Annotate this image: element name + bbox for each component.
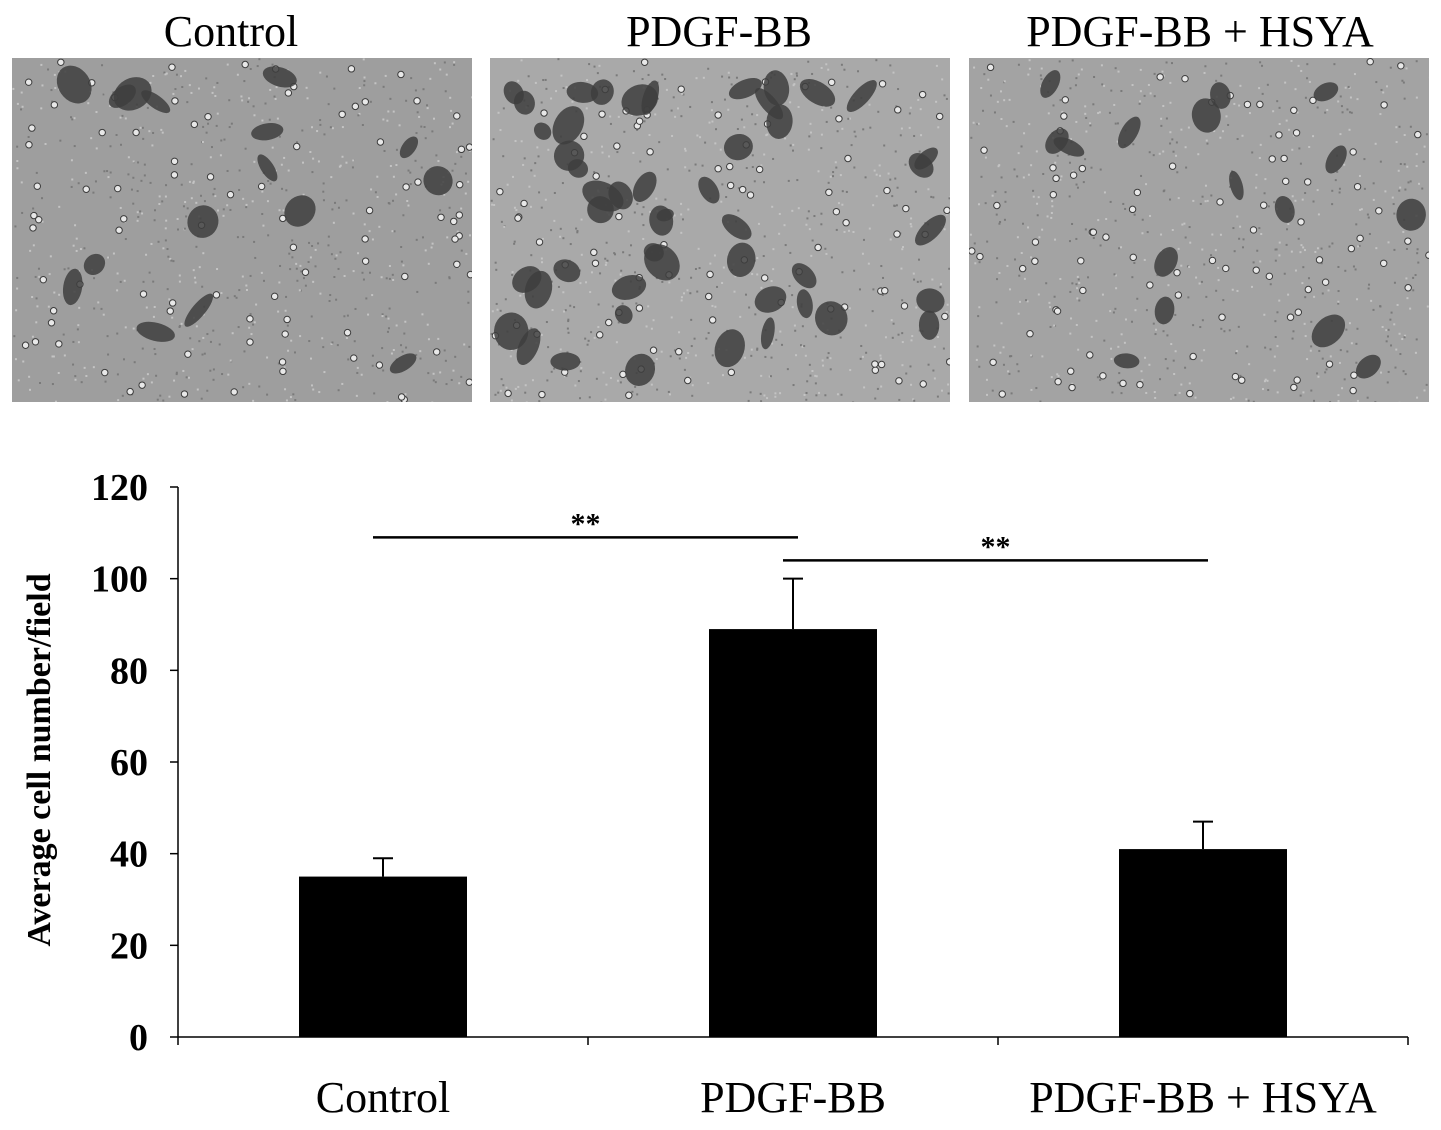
cell-blob xyxy=(1117,116,1141,149)
cell-blob xyxy=(56,65,92,104)
cell-blob xyxy=(566,81,599,103)
cell-blob xyxy=(1154,296,1175,325)
y-tick-label: 80 xyxy=(110,650,148,692)
cell-blob xyxy=(614,305,633,324)
panel-title-pdgf-hsya: PDGF-BB + HSYA xyxy=(1026,7,1374,56)
cell-blob xyxy=(1229,170,1244,201)
cell-blob xyxy=(1045,128,1069,154)
cell-blob xyxy=(1210,82,1231,109)
cell-blob xyxy=(608,181,633,210)
bar xyxy=(709,629,877,1037)
cell-blob xyxy=(141,90,171,114)
cell-blob xyxy=(184,293,214,327)
y-tick-label: 40 xyxy=(110,834,148,876)
cell-blob xyxy=(108,84,136,108)
cell-blob xyxy=(796,289,813,319)
y-tick-label: 0 xyxy=(129,1017,148,1059)
cell-blob xyxy=(698,176,720,204)
cell-blob xyxy=(760,317,775,350)
cell-blob xyxy=(1040,70,1061,98)
cell-blob xyxy=(1154,247,1178,277)
cell-blob xyxy=(791,263,817,289)
x-category-label: PDGF-BB + HSYA xyxy=(1029,1073,1377,1122)
cell-blob xyxy=(721,214,752,240)
cell-blob xyxy=(257,154,278,182)
x-category-label: PDGF-BB xyxy=(700,1073,886,1122)
y-tick-label: 120 xyxy=(91,467,148,509)
cell-blob xyxy=(493,312,529,350)
cell-blob xyxy=(846,80,877,113)
cell-blob xyxy=(553,259,581,283)
cell-blob xyxy=(611,274,647,300)
cell-blob xyxy=(625,353,656,386)
cell-blob xyxy=(62,268,83,306)
cell-blob xyxy=(187,205,219,238)
y-tick-label: 20 xyxy=(110,925,148,967)
cell-blob xyxy=(915,214,946,246)
cell-blob xyxy=(552,106,585,145)
micrograph-pdgf-hsya xyxy=(969,58,1429,402)
cell-blob xyxy=(1355,354,1381,379)
panel-title-pdgf: PDGF-BB xyxy=(626,7,812,56)
micrograph-control xyxy=(12,58,472,402)
bar xyxy=(1119,849,1287,1037)
y-axis-label: Average cell number/field xyxy=(21,573,58,946)
cell-blob xyxy=(83,253,106,275)
cell-blob xyxy=(533,122,552,140)
significance-label: ** xyxy=(981,530,1011,563)
cell-blob xyxy=(814,301,848,336)
significance-markers: ** ** xyxy=(373,507,1208,563)
cell-blob xyxy=(262,66,297,88)
cell-blob xyxy=(799,78,836,107)
bars xyxy=(299,577,1287,1037)
cell-blob xyxy=(550,352,581,371)
x-axis: Control PDGF-BB PDGF-BB + HSYA xyxy=(177,1036,1409,1122)
cell-blob xyxy=(590,79,614,105)
cell-blob xyxy=(251,123,284,141)
cell-blob xyxy=(1311,314,1346,348)
cell-blob xyxy=(1325,145,1347,174)
cell-blob xyxy=(1274,195,1295,223)
cell-blob xyxy=(423,166,453,196)
y-tick-label: 60 xyxy=(110,742,148,784)
cell-blob xyxy=(908,153,934,178)
y-tick-label: 100 xyxy=(91,559,148,601)
cell-blob xyxy=(1313,82,1339,102)
cell-blob xyxy=(1396,198,1426,231)
panel-title-control: Control xyxy=(163,7,299,56)
cell-blob xyxy=(643,243,664,262)
cell-blob xyxy=(726,242,756,277)
cell-blob xyxy=(916,288,945,313)
bar xyxy=(299,876,467,1037)
cell-blob xyxy=(1113,353,1140,369)
cell-blob xyxy=(1191,98,1221,133)
cell-blob xyxy=(136,321,175,342)
cell-blob xyxy=(524,270,553,309)
bar-chart: 0 20 40 60 80 100 120 Control PDGF-BB PDGF-BB + … xyxy=(21,467,1409,1122)
cell-blob xyxy=(641,80,660,115)
significance-label: ** xyxy=(571,507,601,540)
cell-blob xyxy=(918,310,940,340)
cell-blob xyxy=(656,208,674,222)
cell-blob xyxy=(399,136,419,159)
x-category-label: Control xyxy=(316,1073,450,1122)
cell-blob xyxy=(714,329,745,368)
cell-blob xyxy=(632,171,657,202)
cell-blob xyxy=(389,353,417,374)
cell-blob xyxy=(284,195,316,227)
cell-blob xyxy=(567,159,589,178)
cell-blob xyxy=(754,286,787,313)
micrograph-pdgf xyxy=(490,58,950,402)
cell-blob xyxy=(728,78,762,100)
cell-blob xyxy=(513,90,535,115)
y-axis: 0 20 40 60 80 100 120 xyxy=(91,467,179,1059)
cell-blob xyxy=(723,133,753,161)
cell-blob xyxy=(766,104,793,139)
